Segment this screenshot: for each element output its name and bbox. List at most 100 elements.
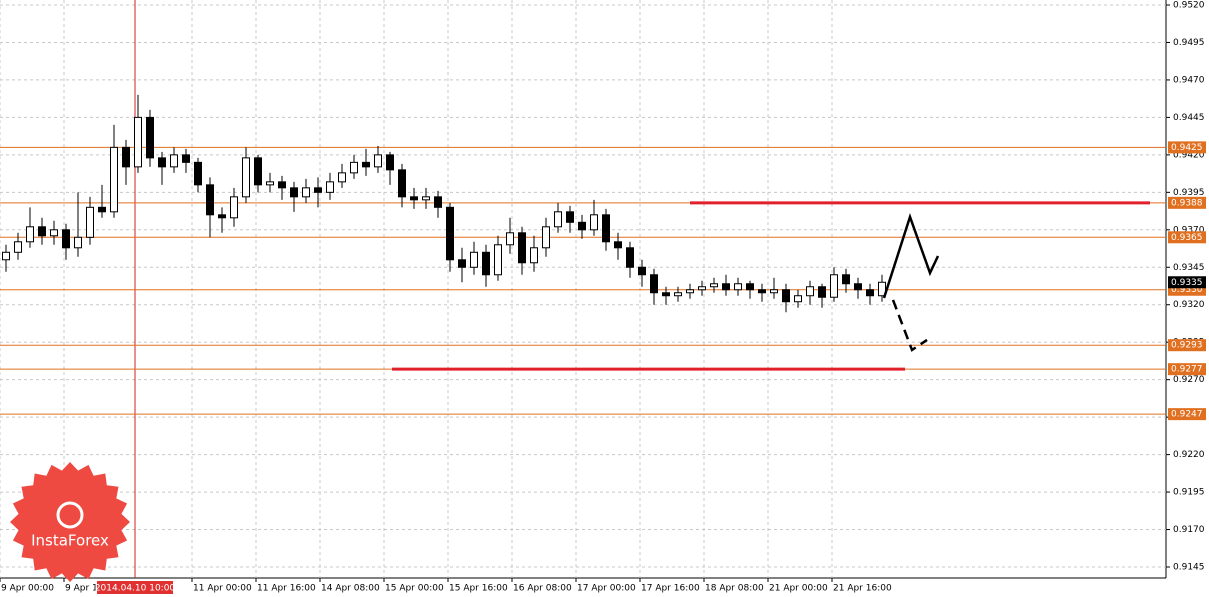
x-tick-label: 16 Apr 08:00: [513, 584, 572, 594]
current-price-label: 0.9335: [1171, 278, 1203, 288]
current-price-box: [1168, 276, 1206, 289]
candle-body: [806, 286, 814, 297]
y-tick-label: 0.9195: [1173, 488, 1205, 498]
candle-body: [854, 283, 862, 291]
candle-body: [326, 181, 334, 193]
forecast-line-dashed: [891, 299, 928, 352]
candle-body: [434, 196, 442, 208]
candle-body: [494, 244, 502, 276]
x-tick-label: 9 Apr 16:00: [65, 584, 118, 594]
x-tick-label: 11 Apr 00:00: [193, 584, 252, 594]
x-tick-label: 17 Apr 00:00: [577, 584, 636, 594]
y-tick-label: 0.9420: [1173, 150, 1205, 160]
x-tick-label: 14 Apr 08:00: [321, 584, 380, 594]
candle-body: [110, 146, 118, 213]
candle-body: [266, 181, 274, 186]
candle-body: [362, 161, 370, 168]
level-label: 0.9247: [1171, 410, 1203, 420]
candle-body: [230, 196, 238, 219]
y-tick-label: 0.9395: [1173, 188, 1205, 198]
candle-body: [422, 196, 430, 201]
candle-body: [458, 259, 466, 268]
level-box: [1168, 231, 1206, 244]
candle-body: [758, 289, 766, 294]
candle-body: [122, 146, 130, 168]
level-box: [1168, 141, 1206, 154]
candle-body: [62, 229, 70, 249]
level-label: 0.9425: [1171, 143, 1203, 153]
y-tick-label: 0.9520: [1173, 1, 1205, 11]
y-tick-label: 0.9170: [1173, 525, 1205, 535]
crosshair-box: [97, 581, 173, 594]
level-box: [1168, 363, 1206, 376]
crosshair-label: 2014.04.10 10:00: [95, 584, 176, 594]
candle-body: [374, 154, 382, 168]
level-label: 0.9330: [1171, 285, 1203, 295]
candle-body: [878, 281, 886, 297]
candle-body: [338, 172, 346, 183]
candle-body: [254, 157, 262, 186]
candle-body: [578, 221, 586, 231]
candle-body: [830, 274, 838, 298]
level-box: [1168, 196, 1206, 209]
candle-body: [386, 154, 394, 171]
candle-body: [50, 229, 58, 237]
candle-body: [170, 154, 178, 168]
candle-body: [482, 251, 490, 276]
candle-body: [518, 232, 526, 264]
y-tick-label: 0.9320: [1173, 300, 1205, 310]
candle-body: [146, 116, 154, 159]
x-tick-label: 21 Apr 16:00: [833, 584, 892, 594]
candle-body: [650, 274, 658, 294]
candle-body: [134, 116, 142, 168]
logo: InstaForex: [10, 462, 130, 582]
level-label: 0.9293: [1171, 341, 1203, 351]
candle-body: [734, 283, 742, 291]
candle-body: [542, 226, 550, 249]
candle-body: [674, 292, 682, 297]
candle-body: [566, 211, 574, 223]
y-tick-label: 0.9470: [1173, 75, 1205, 85]
candle-body: [470, 251, 478, 268]
level-label: 0.9388: [1171, 198, 1203, 208]
candle-body: [770, 289, 778, 294]
candle-body: [698, 286, 706, 291]
y-tick-label: 0.9370: [1173, 225, 1205, 235]
candle-body: [794, 295, 802, 303]
level-label: 0.9365: [1171, 233, 1203, 243]
candle-body: [2, 251, 10, 261]
candle-body: [638, 266, 646, 276]
forecast-line: [882, 213, 940, 299]
candle-body: [302, 187, 310, 198]
y-tick-label: 0.9145: [1173, 563, 1205, 573]
candle-body: [86, 206, 94, 238]
candle-body: [410, 196, 418, 201]
candle-body: [38, 226, 46, 237]
candle-body: [194, 161, 202, 186]
x-tick-label: 21 Apr 00:00: [769, 584, 828, 594]
level-label: 0.9277: [1171, 365, 1203, 375]
candle-body: [722, 283, 730, 291]
candle-body: [686, 289, 694, 294]
y-tick-label: 0.9270: [1173, 375, 1205, 385]
candle-body: [710, 283, 718, 288]
candle-body: [314, 187, 322, 193]
y-tick-label: 0.9495: [1173, 38, 1205, 48]
y-tick-label: 0.9445: [1173, 113, 1205, 123]
candle-body: [590, 214, 598, 231]
x-tick-label: 11 Apr 16:00: [257, 584, 316, 594]
candle-body: [398, 169, 406, 198]
candle-body: [818, 286, 826, 298]
candle-body: [614, 241, 622, 249]
logo-badge: [10, 462, 130, 582]
logo-icon: [56, 501, 84, 529]
candle-body: [530, 247, 538, 264]
candle-body: [782, 289, 790, 303]
candle-body: [554, 211, 562, 228]
candle-body: [74, 236, 82, 249]
candle-body: [506, 232, 514, 246]
candle-body: [14, 241, 22, 253]
candle-body: [290, 187, 298, 198]
candle-body: [158, 157, 166, 168]
